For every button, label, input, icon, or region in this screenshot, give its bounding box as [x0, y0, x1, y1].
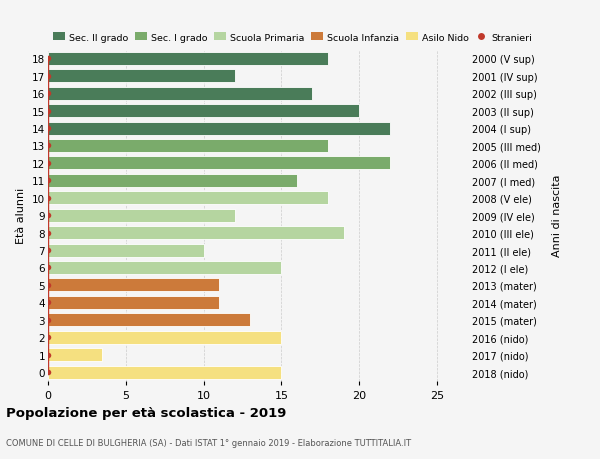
Bar — [48, 88, 313, 101]
Bar — [48, 140, 328, 153]
Bar — [48, 227, 344, 240]
Point — [43, 125, 53, 133]
Bar — [48, 53, 328, 66]
Text: Popolazione per età scolastica - 2019: Popolazione per età scolastica - 2019 — [6, 406, 286, 419]
Bar — [48, 244, 203, 257]
Y-axis label: Anni di nascita: Anni di nascita — [552, 174, 562, 257]
Bar — [48, 313, 250, 327]
Point — [43, 316, 53, 324]
Bar — [48, 209, 235, 222]
Point — [43, 282, 53, 289]
Point — [43, 142, 53, 150]
Point — [43, 299, 53, 306]
Point — [43, 351, 53, 358]
Point — [43, 195, 53, 202]
Bar — [48, 366, 281, 379]
Bar — [48, 348, 103, 361]
Point — [43, 90, 53, 98]
Bar — [48, 174, 297, 187]
Point — [43, 212, 53, 219]
Bar — [48, 331, 281, 344]
Bar — [48, 105, 359, 118]
Bar — [48, 157, 390, 170]
Point — [43, 369, 53, 376]
Point — [43, 230, 53, 237]
Point — [43, 160, 53, 167]
Point — [43, 247, 53, 254]
Point — [43, 177, 53, 185]
Bar — [48, 279, 219, 292]
Bar — [48, 122, 390, 135]
Point — [43, 334, 53, 341]
Point — [43, 73, 53, 80]
Legend: Sec. II grado, Sec. I grado, Scuola Primaria, Scuola Infanzia, Asilo Nido, Stran: Sec. II grado, Sec. I grado, Scuola Prim… — [53, 34, 532, 43]
Y-axis label: Età alunni: Età alunni — [16, 188, 26, 244]
Bar — [48, 192, 328, 205]
Point — [43, 56, 53, 63]
Bar — [48, 296, 219, 309]
Bar — [48, 70, 235, 83]
Point — [43, 264, 53, 272]
Bar — [48, 261, 281, 274]
Point — [43, 108, 53, 115]
Text: COMUNE DI CELLE DI BULGHERIA (SA) - Dati ISTAT 1° gennaio 2019 - Elaborazione TU: COMUNE DI CELLE DI BULGHERIA (SA) - Dati… — [6, 438, 411, 448]
